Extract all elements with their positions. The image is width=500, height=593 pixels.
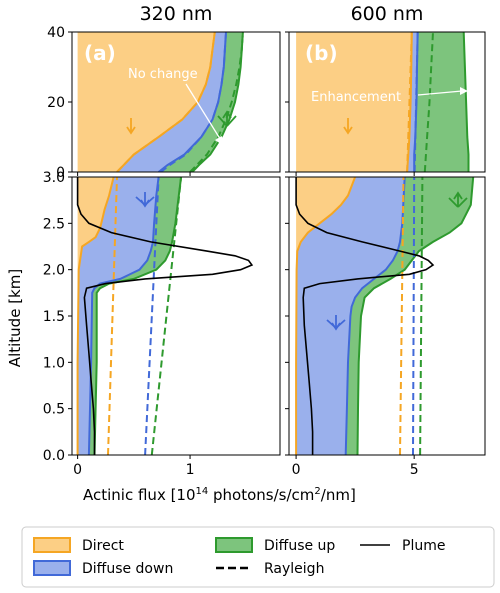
arrow-up-diffuse-up-b [448,191,468,208]
line-rayleigh-diffuse-up-b-lower [419,177,424,455]
y-tick-label-a-lower-1-0: 1.0 [43,355,65,371]
line-direct-b-lower [295,177,357,455]
area-diffuse-up-a-lower [88,177,182,455]
line-rayleigh-diffuse-down-a-upper [160,32,227,172]
area-diffuse-up-b-upper [414,32,469,172]
area-direct-b-upper [296,32,412,172]
line-rayleigh-direct-b-lower [399,177,405,455]
panel-a-lower-plot [76,177,254,455]
line-diffuse-down-a-lower [87,177,160,455]
y-tick-label-a-upper-20: 20 [47,95,65,111]
x-axis-label-main: Actinic flux [10 [83,486,196,504]
line-rayleigh-diffuse-down-b-lower [412,177,416,455]
panel-a-upper-plot [77,32,244,172]
y-tick-label-a-lower-0-5: 0.5 [43,402,65,418]
annotation-enhancement: Enhancement [311,90,401,105]
line-diffuse-up-b-upper [462,32,470,172]
arrow-down-diffuse-down-b [326,315,346,331]
area-direct-b-lower [296,177,356,455]
y-axis-label: Altitude [km] [6,269,24,367]
arrow-down-direct-b [343,118,353,135]
panel-b-upper-plot [296,32,470,172]
annotation-no-change: No change [128,67,198,82]
x-axis-label-rest: photons/s/cm [208,486,314,504]
legend-swatch-direct [33,537,71,553]
x-tick-label-a-0: 0 [73,462,82,478]
x-tick-label-a-1: 1 [186,462,195,478]
panel-label-b: (b) [305,41,338,65]
y-tick-label-a-upper-0: 0 [56,165,65,181]
arrow-up-diffuse-up-a [217,110,237,127]
line-diffuse-up-b-lower [356,177,475,455]
legend-label-diffuse-up: Diffuse up [264,538,335,554]
line-rayleigh-diffuse-up-a-lower [150,177,183,455]
x-axis-label: Actinic flux [1014 photons/s/cm2/nm] [83,486,356,504]
x-tick-label-b-5: 5 [410,462,419,478]
x-axis-label-exp: 14 [196,486,209,497]
arrow-down-direct-a [126,118,136,135]
line-diffuse-down-b-lower [344,177,406,455]
area-direct-a-upper [77,32,215,172]
y-tick-label-a-lower-0-0: 0.0 [43,448,65,464]
area-diffuse-down-a-upper [117,32,226,172]
line-rayleigh-diffuse-down-a-lower [144,177,160,455]
arrow-down-diffuse-down-a [135,192,155,208]
line-rayleigh-direct-a-upper [116,32,216,172]
x-axis-label-exp2: 2 [314,486,320,497]
annotation-arrow-no-change [185,83,223,143]
y-tick-label-a-lower-2-0: 2.0 [43,263,65,279]
x-tick-label-b-0: 0 [292,462,301,478]
line-plume-a-lower [76,177,254,455]
line-plume-b-lower [295,177,435,455]
area-diffuse-up-a-upper [158,32,243,172]
x-axis-label-end: /nm] [321,486,356,504]
panel-label-a: (a) [84,41,116,65]
line-rayleigh-direct-a-lower [107,177,118,455]
y-tick-label-a-lower-1-5: 1.5 [43,309,65,325]
area-direct-a-lower [77,177,114,455]
legend-swatch-diffuse-up [215,537,253,553]
title-panel-b: 600 nm [351,3,424,25]
legend-label-direct: Direct [82,538,124,554]
area-diffuse-down-a-lower [77,177,159,455]
line-rayleigh-diffuse-down-b-upper [413,32,419,172]
line-direct-a-lower [76,177,115,455]
annotation-arrowhead-no-change [215,136,224,146]
legend-label-plume: Plume [402,538,445,554]
area-diffuse-down-b-lower [296,177,405,455]
line-rayleigh-diffuse-up-a-upper [189,32,244,172]
y-tick-label-a-lower-3-0: 3.0 [43,170,65,186]
title-panel-a: 320 nm [140,3,213,25]
annotation-arrow-enhancement [417,90,463,96]
legend: Direct Diffuse down Diffuse up Rayleigh … [21,526,495,588]
y-tick-label-a-lower-2-5: 2.5 [43,216,65,232]
annotation-arrowhead-enhancement [460,87,468,95]
legend-label-rayleigh: Rayleigh [264,561,324,577]
legend-swatch-diffuse-down [33,560,71,576]
legend-frame [21,526,495,588]
legend-label-diffuse-down: Diffuse down [82,561,173,577]
y-tick-label-a-upper-40: 40 [47,25,65,41]
line-rayleigh-diffuse-up-b-upper [423,32,434,172]
line-rayleigh-direct-b-upper [406,32,413,172]
panel-b-lower-plot [295,177,475,455]
